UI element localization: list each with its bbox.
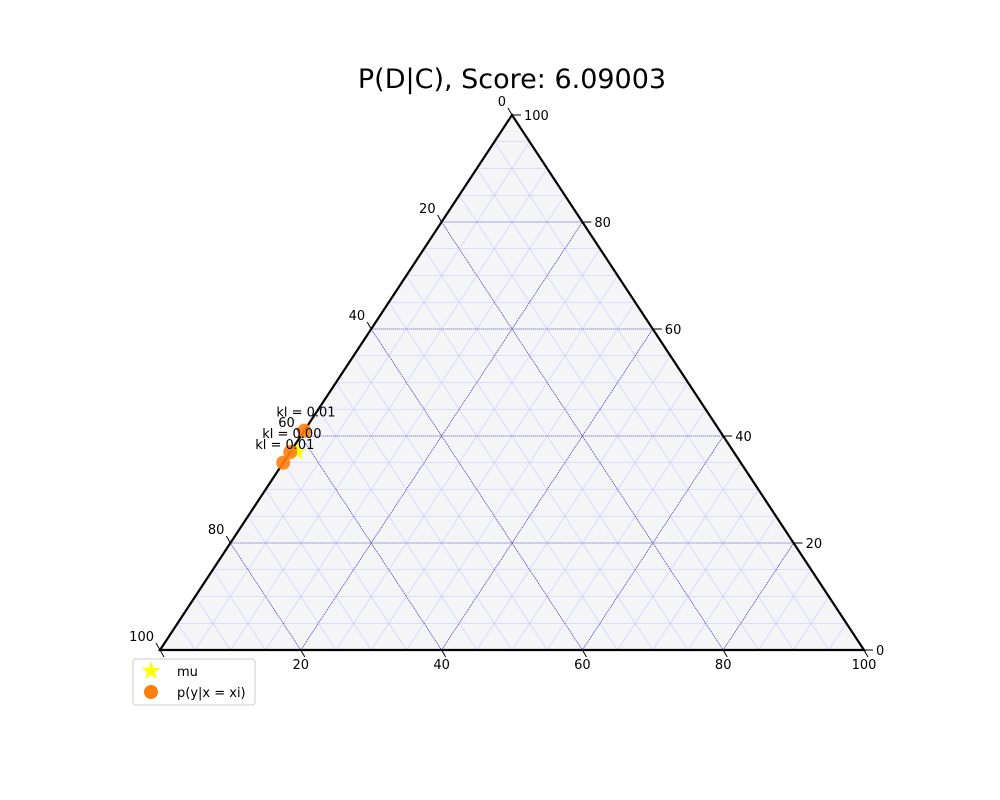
major-grid-line — [441, 328, 654, 651]
minor-grid-line — [353, 355, 548, 651]
left-tick-label: 0 — [498, 95, 506, 110]
bottom-tick-label: 80 — [715, 658, 732, 673]
legend: mu p(y|x = xi) — [132, 658, 256, 706]
triangle-outline — [157, 112, 867, 652]
minor-grid-line — [546, 409, 706, 651]
minor-grid-line — [265, 489, 372, 651]
point-annotation: kl = 0.01 — [276, 406, 335, 421]
chart-title: P(D|C), Score: 6.09003 — [358, 64, 666, 95]
minor-grid-line — [335, 382, 513, 651]
minor-grid-line — [687, 516, 777, 651]
minor-grid-line — [406, 302, 636, 651]
right-tick-label: 60 — [665, 323, 682, 338]
minor-grid-line — [194, 596, 231, 651]
left-tick-label: 100 — [129, 630, 154, 645]
major-grid-line — [582, 435, 724, 651]
legend-label: p(y|x = xi) — [177, 686, 246, 701]
minor-grid-line — [318, 409, 478, 651]
point-marker — [276, 455, 291, 470]
minor-grid-line — [617, 462, 742, 651]
minor-grid-line — [265, 195, 566, 651]
left-tick-label: 60 — [278, 416, 295, 431]
point-marker — [283, 445, 298, 460]
right-tick-label: 0 — [876, 644, 884, 659]
legend-label: mu — [177, 665, 198, 680]
left-tick — [225, 535, 231, 544]
point-marker — [297, 423, 312, 438]
mu-star-marker — [288, 443, 306, 460]
minor-grid-line — [494, 141, 830, 651]
right-tick-label: 20 — [806, 537, 823, 552]
major-grid-line — [722, 542, 794, 651]
left-tick-label: 80 — [208, 523, 225, 538]
major-grid — [230, 221, 794, 651]
right-tick-label: 100 — [524, 109, 549, 124]
right-tick-label: 40 — [735, 430, 752, 445]
minor-grid-line — [828, 623, 847, 651]
minor-grid-line — [793, 596, 830, 651]
minor-grid-line — [758, 569, 812, 651]
legend-star-icon — [141, 661, 161, 680]
legend-box — [132, 658, 256, 706]
left-tick — [155, 642, 161, 651]
minor-grid-line — [212, 569, 266, 651]
minor-grid-line — [335, 248, 601, 651]
major-grid-line — [230, 542, 302, 651]
point-annotation: kl = 0.00 — [262, 427, 321, 442]
point-annotation: kl = 0.01 — [255, 438, 314, 453]
data-points — [276, 423, 312, 470]
left-tick-label: 20 — [419, 202, 436, 217]
left-tick — [366, 321, 372, 330]
bottom-tick — [159, 649, 165, 658]
bottom-tick — [863, 649, 869, 658]
minor-grid-line — [476, 355, 671, 651]
bottom-tick-label: 60 — [574, 658, 591, 673]
left-tick-label: 40 — [349, 309, 366, 324]
minor-grid-line — [458, 195, 759, 651]
major-grid-line — [300, 435, 442, 651]
left-tick — [507, 107, 513, 116]
bottom-tick — [441, 649, 447, 658]
minor-grid-line — [388, 302, 618, 651]
minor-grid-line — [177, 623, 196, 651]
left-tick — [437, 214, 443, 223]
minor-grid-line — [282, 462, 407, 651]
bottom-tick-label: 20 — [293, 658, 310, 673]
bottom-tick — [581, 649, 587, 658]
legend-circle-icon — [144, 685, 158, 699]
minor-grid-line — [247, 516, 337, 651]
bottom-tick — [300, 649, 306, 658]
minor-grid-line — [511, 382, 689, 651]
triangle-boundary — [157, 112, 867, 652]
minor-grid-line — [194, 141, 530, 651]
right-tick-label: 80 — [594, 216, 611, 231]
minor-grid-line — [423, 248, 689, 651]
minor-grid-line — [652, 489, 759, 651]
bottom-tick-label: 40 — [433, 658, 450, 673]
bottom-tick — [722, 649, 728, 658]
bottom-tick-label: 100 — [852, 658, 877, 673]
major-grid-line — [370, 328, 583, 651]
